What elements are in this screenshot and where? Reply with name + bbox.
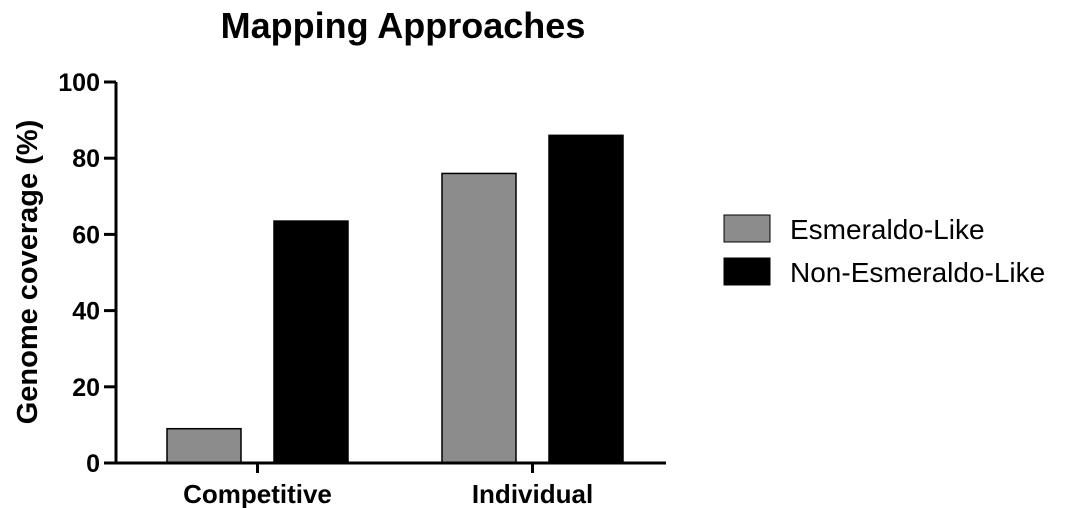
legend-label: Non-Esmeraldo-Like <box>790 257 1045 288</box>
bars-group <box>166 134 624 464</box>
bar-non-esmeraldo-like-individual <box>548 134 624 464</box>
legend-swatch <box>723 257 771 286</box>
chart-title: Mapping Approaches <box>221 5 586 46</box>
x-ticks-group: Competitive Individual <box>183 463 593 508</box>
y-tick-label: 60 <box>72 221 100 249</box>
x-tick-label: Competitive <box>183 479 332 508</box>
bar-esmeraldo-like-competitive <box>166 427 242 464</box>
x-tick-label: Individual <box>472 479 593 508</box>
y-axis-label: Genome coverage (%) <box>12 120 44 425</box>
y-ticks-group: 0 20 40 60 80 100 <box>58 69 116 478</box>
y-tick-label: 40 <box>72 298 100 326</box>
y-tick-label: 20 <box>72 374 100 402</box>
y-tick-label: 0 <box>86 450 100 478</box>
legend: Esmeraldo-Like Non-Esmeraldo-Like <box>723 214 1045 288</box>
bar-esmeraldo-like-individual <box>441 172 517 464</box>
bar-non-esmeraldo-like-competitive <box>273 220 349 464</box>
legend-label: Esmeraldo-Like <box>790 214 985 245</box>
y-tick-label: 100 <box>58 69 100 97</box>
legend-swatch <box>723 214 771 243</box>
y-tick-label: 80 <box>72 145 100 173</box>
